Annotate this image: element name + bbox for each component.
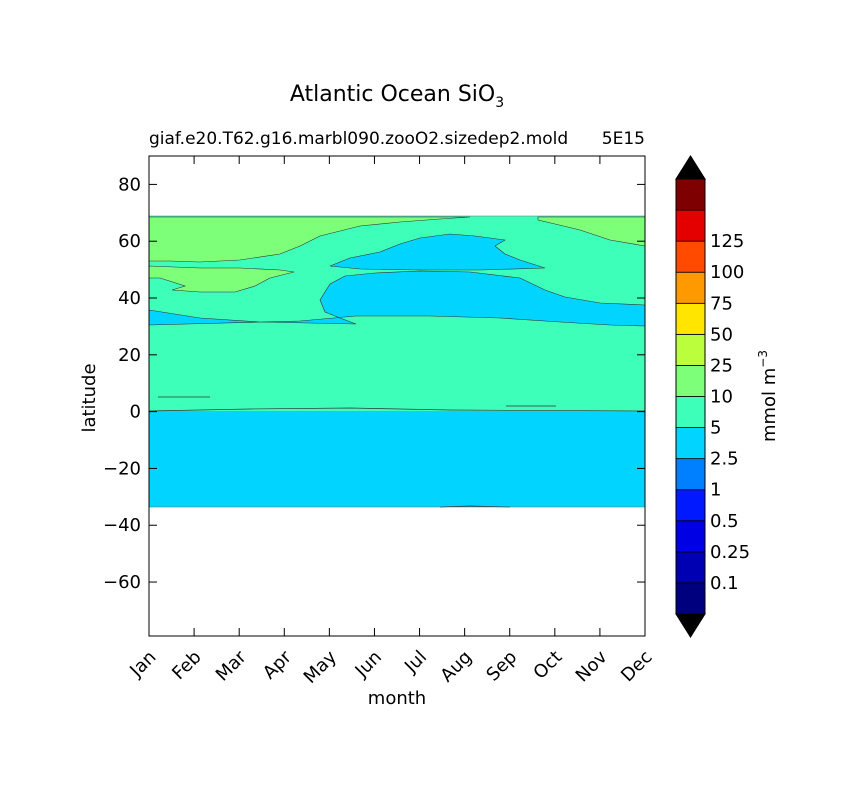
x-tick-label: Jun bbox=[351, 647, 386, 682]
region-high-lat-lobe bbox=[149, 265, 295, 293]
x-tick-label: Apr bbox=[259, 646, 296, 683]
contour-equator bbox=[149, 407, 645, 412]
colorbar-tick-label: 10 bbox=[710, 387, 733, 408]
colorbar-tick-label: 75 bbox=[710, 293, 733, 314]
colorbar-tick-label: 100 bbox=[710, 262, 744, 283]
colorbar-segment bbox=[675, 302, 706, 335]
colorbar-tick-label: 125 bbox=[710, 231, 744, 252]
y-tick-label: −20 bbox=[103, 458, 141, 479]
y-tick-label: 20 bbox=[118, 345, 141, 366]
plot-frame bbox=[148, 155, 646, 637]
colorbar-tick-label: 50 bbox=[710, 324, 733, 345]
colorbar-segment bbox=[675, 582, 706, 615]
colorbar-segment bbox=[675, 396, 706, 428]
region-mid-lat-band bbox=[149, 270, 645, 327]
chart-subtitle-left: giaf.e20.T62.g16.marbl090.zooO2.sizedep2… bbox=[149, 129, 568, 149]
colorbar-over-triangle bbox=[675, 155, 706, 180]
x-tick-label: Nov bbox=[572, 646, 612, 686]
region-south-band bbox=[149, 410, 645, 507]
x-tick-label: Sep bbox=[482, 647, 521, 686]
x-axis-label: month bbox=[368, 688, 426, 709]
chart-title-subscript: 3 bbox=[495, 95, 504, 111]
x-tick-label: Jul bbox=[400, 647, 431, 678]
x-tick-label: Mar bbox=[212, 646, 251, 685]
colorbar: 0.1 0.25 0.5 1 2.5 5 10 25 50 75 100 125 bbox=[675, 155, 750, 638]
y-tick-label: 40 bbox=[118, 288, 141, 309]
colorbar-tick-label: 2.5 bbox=[710, 449, 739, 470]
colorbar-tick-label: 1 bbox=[710, 480, 721, 501]
y-tick-label: −60 bbox=[103, 572, 141, 593]
colorbar-segment bbox=[675, 489, 706, 522]
x-tick-label: Feb bbox=[168, 647, 205, 684]
colorbar-segment bbox=[675, 365, 706, 397]
colorbar-tick-label: 5 bbox=[710, 418, 721, 439]
y-axis-label: latitude bbox=[79, 363, 100, 432]
y-tick-label: 0 bbox=[130, 402, 141, 423]
colorbar-frame bbox=[675, 178, 706, 615]
x-tick-label: Jan bbox=[125, 647, 160, 682]
x-tick-label: Dec bbox=[617, 647, 656, 686]
colorbar-tick-label: 0.25 bbox=[710, 542, 750, 563]
colorbar-segment bbox=[675, 458, 706, 491]
region-upper-lat-cell bbox=[329, 233, 546, 271]
colorbar-label: mmol m−3 bbox=[756, 350, 780, 442]
x-tick-label: May bbox=[300, 646, 341, 687]
colorbar-tick-label: 0.1 bbox=[710, 573, 739, 594]
plot-area bbox=[148, 155, 646, 637]
colorbar-segment bbox=[675, 178, 706, 211]
colorbar-segment bbox=[675, 209, 706, 242]
colorbar-tick-label: 25 bbox=[710, 355, 733, 376]
chart-title: Atlantic Ocean SiO3 bbox=[290, 82, 504, 111]
colorbar-under-triangle bbox=[675, 613, 706, 638]
contour-south-edge bbox=[439, 505, 511, 508]
colorbar-tick-label: 0.5 bbox=[710, 511, 739, 532]
y-axis: 80 60 40 20 0 −20 −40 −60 bbox=[103, 174, 645, 593]
region-high-lat-autumn bbox=[537, 216, 645, 247]
colorbar-segment bbox=[675, 427, 706, 460]
colorbar-segment bbox=[675, 333, 706, 366]
y-tick-label: −40 bbox=[103, 515, 141, 536]
colorbar-segment bbox=[675, 240, 706, 273]
region-high-lat-winter bbox=[149, 216, 471, 263]
colorbar-segment bbox=[675, 520, 706, 553]
colorbar-segment bbox=[675, 551, 706, 584]
y-tick-label: 80 bbox=[118, 174, 141, 195]
colorbar-label-superscript: −3 bbox=[756, 350, 770, 368]
x-tick-label: Oct bbox=[529, 647, 566, 684]
chart-subtitle-right: 5E15 bbox=[602, 129, 645, 149]
y-tick-label: 60 bbox=[118, 231, 141, 252]
colorbar-segment bbox=[675, 271, 706, 304]
x-tick-label: Aug bbox=[436, 647, 476, 687]
